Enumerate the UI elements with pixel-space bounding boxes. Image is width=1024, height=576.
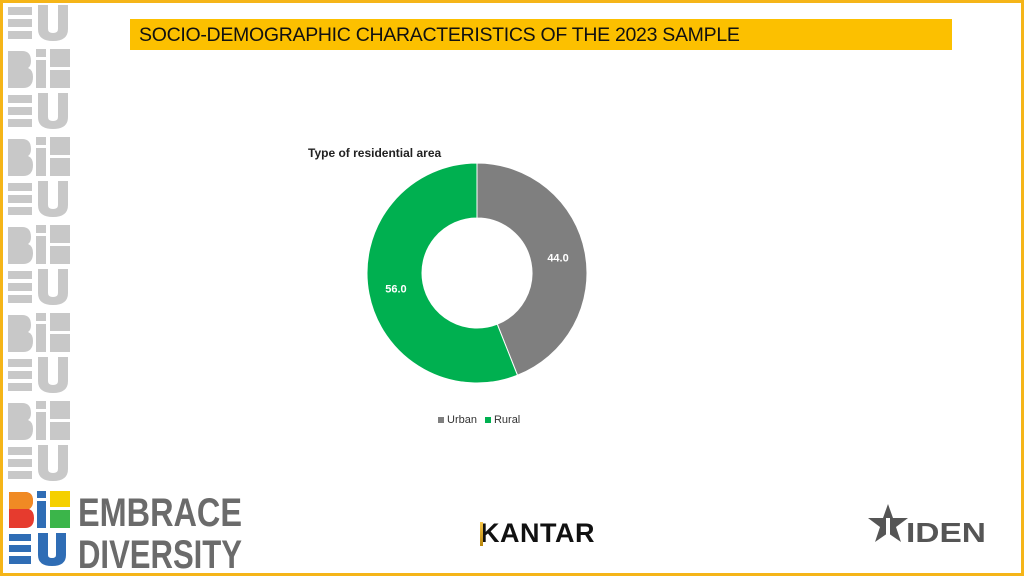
donut-slice-rural [366,162,519,384]
side-logo-pattern [8,5,70,481]
svg-text:EMBRACE: EMBRACE [78,491,242,535]
chart-title: Type of residential area [308,146,442,160]
kantar-logo: KANTAR [480,518,595,549]
donut-slice-urban [476,162,588,376]
data-label-rural: 56.0 [385,283,406,295]
kantar-gold-bar [480,522,483,546]
legend-swatch-rural [484,417,491,423]
iden-logo: IDEN [868,504,986,548]
slide-title: SOCIO-DEMOGRAPHIC CHARACTERISTICS OF THE… [139,24,740,46]
data-label-urban: 44.0 [547,253,568,265]
svg-text:DIVERSITY: DIVERSITY [78,533,242,570]
chart-legend: Urban Rural [438,414,520,426]
legend-swatch-urban [438,417,444,423]
svg-text:IDEN: IDEN [906,517,986,548]
embrace-diversity-logo: EMBRACE DIVERSITY [9,491,242,570]
legend-item-urban: Urban [438,414,477,426]
legend-label-urban: Urban [447,414,477,426]
donut-chart: 44.0 56.0 [366,162,588,384]
legend-item-rural: Rural [484,414,521,426]
kantar-wordmark: KANTAR [480,518,595,548]
title-bar: SOCIO-DEMOGRAPHIC CHARACTERISTICS OF THE… [130,19,952,50]
legend-label-rural: Rural [493,414,521,426]
